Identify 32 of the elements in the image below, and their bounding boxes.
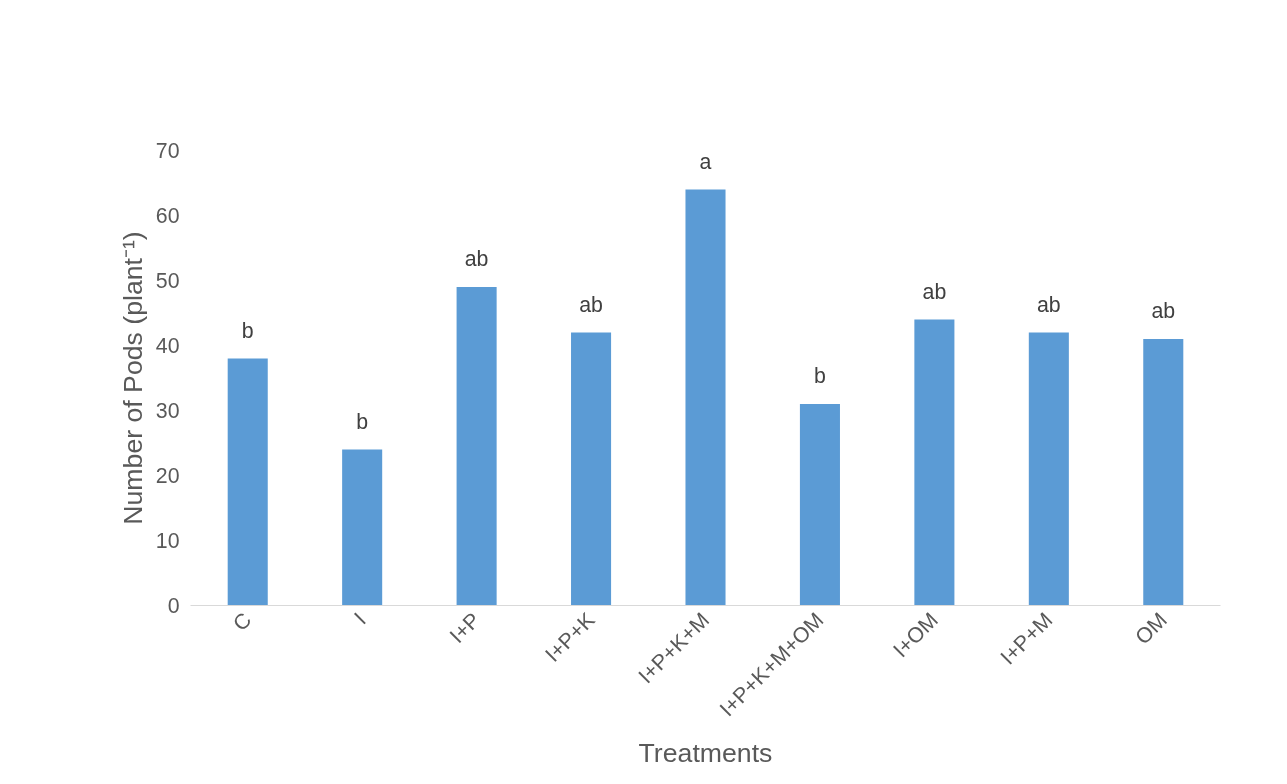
annotation: ab: [464, 247, 489, 271]
bar: [799, 404, 840, 606]
bar: [342, 449, 383, 606]
y-tick-label: 70: [155, 139, 180, 163]
annotation: a: [699, 149, 712, 174]
y-tick-label: 30: [155, 399, 180, 423]
y-tick-label: 10: [155, 529, 180, 553]
y-tick-label: 40: [155, 334, 180, 358]
annotation: b: [356, 409, 369, 434]
x-tick-label: C: [228, 608, 257, 636]
annotation: ab: [1151, 299, 1176, 323]
bar: [571, 332, 612, 606]
y-tick-label: 60: [155, 204, 180, 228]
y-tick-label: 20: [155, 464, 180, 488]
x-tick-label: I+P: [445, 608, 486, 649]
x-tick-label: OM: [1130, 608, 1172, 650]
bar: [1028, 332, 1069, 606]
x-tick-label: I: [349, 608, 371, 630]
bar: [456, 287, 497, 606]
x-axis-title: Treatments: [638, 737, 773, 768]
y-tick-label: 50: [155, 269, 180, 293]
annotation: ab: [1036, 292, 1061, 317]
y-axis-title: Number of Pods (plant⁻¹): [117, 231, 148, 525]
annotation: ab: [579, 292, 603, 317]
bar: [227, 358, 268, 606]
y-tick-label: 0: [167, 594, 180, 618]
annotation: ab: [922, 279, 947, 304]
bar: [914, 319, 955, 606]
annotation: b: [241, 318, 254, 343]
bar: [685, 189, 726, 606]
bar: [1143, 339, 1184, 606]
annotation: b: [814, 364, 826, 388]
